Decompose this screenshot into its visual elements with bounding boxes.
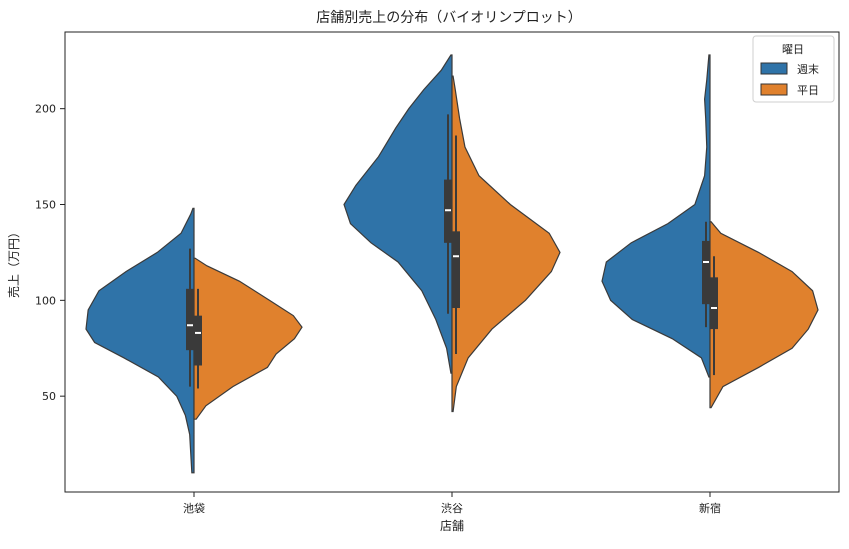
legend: 曜日 週末 平日 [752, 35, 835, 103]
violin-0-1 [193, 257, 303, 420]
y-axis-label: 売上（万円） [6, 226, 21, 298]
violin-1-0 [343, 54, 453, 374]
y-tick-label-0: 50 [42, 390, 56, 403]
y-tick-label-1: 100 [35, 294, 56, 307]
x-tick-label-2: 新宿 [699, 501, 721, 515]
legend-swatch-weekend [760, 62, 788, 75]
y-tick-label-2: 150 [35, 199, 56, 212]
axis-layer: 50 100 150 200 池袋 渋谷 新宿 [35, 103, 721, 515]
x-tick-label-1: 渋谷 [441, 502, 463, 515]
box-0-1 [194, 315, 202, 366]
violin-2-1 [709, 221, 819, 409]
box-0-0 [186, 288, 194, 351]
violin-2-0 [601, 54, 711, 378]
legend-label-weekend: 週末 [797, 62, 819, 76]
chart-title: 店舗別売上の分布（バイオリンプロット） [316, 10, 582, 26]
x-axis-label: 店舗 [440, 519, 464, 533]
box-2-1 [710, 277, 718, 330]
legend-swatch-weekday [760, 83, 788, 96]
legend-label-weekday: 平日 [797, 84, 819, 97]
box-1-1 [452, 231, 460, 308]
x-tick-label-0: 池袋 [183, 501, 205, 515]
summary-layer [186, 114, 718, 389]
violin-1-1 [451, 75, 561, 413]
legend-title: 曜日 [782, 43, 804, 56]
violin-layer [85, 54, 819, 474]
y-tick-label-3: 200 [35, 103, 56, 116]
box-2-0 [702, 240, 710, 305]
violin-0-0 [85, 207, 195, 474]
